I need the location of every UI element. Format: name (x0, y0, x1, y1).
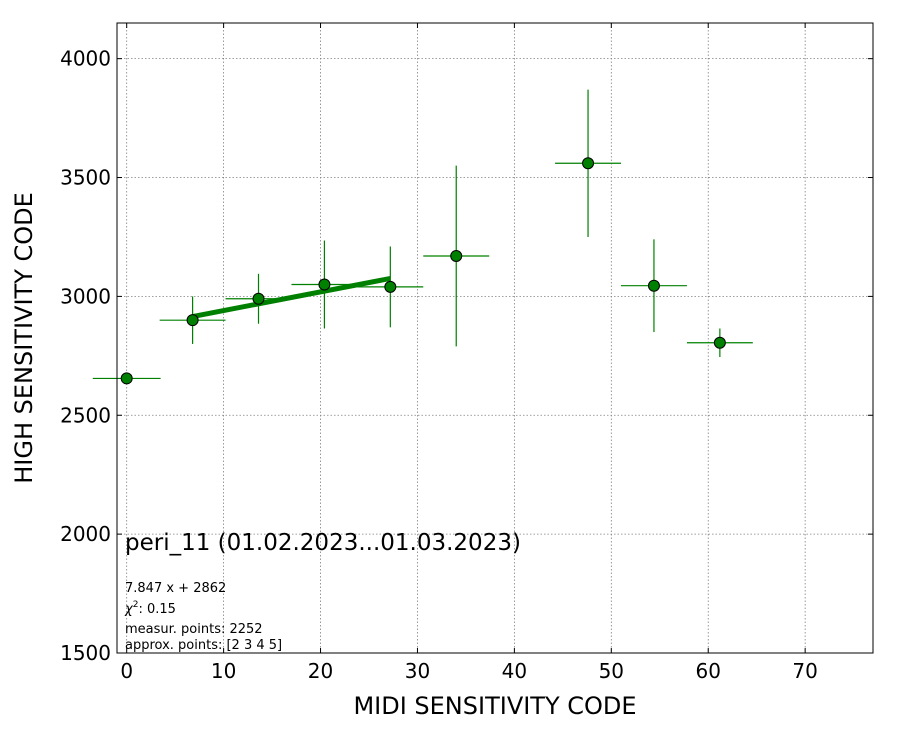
x-tick-label: 10 (211, 659, 236, 683)
point-marker (450, 249, 463, 262)
point-marker (120, 372, 133, 385)
chi2-value: : 0.15 (138, 602, 175, 617)
x-tick-label: 70 (792, 659, 817, 683)
grid (117, 23, 873, 654)
data-points (92, 89, 753, 385)
data-point (159, 296, 226, 344)
annotation-title: peri_11 (01.02.2023...01.03.2023) (125, 530, 521, 556)
data-point (423, 165, 490, 347)
data-point (225, 273, 292, 324)
point-marker (384, 280, 397, 293)
axis-ticks: 0 10 20 30 40 50 60 70 1500 2000 2500 3000 3500 4000 (60, 23, 873, 683)
point-marker (647, 279, 660, 292)
data-point (291, 240, 358, 329)
plot-frame (116, 22, 874, 654)
y-tick-label: 1500 (60, 641, 111, 665)
y-tick-label: 2500 (60, 403, 111, 427)
x-tick-label: 20 (308, 659, 333, 683)
point-marker (713, 336, 726, 349)
y-axis-label: HIGH SENSITIVITY CODE (10, 192, 38, 484)
x-tick-label: 40 (502, 659, 527, 683)
y-tick-label: 2000 (60, 522, 111, 546)
chi2-power: 2 (133, 600, 139, 610)
annotation-chi2: χ2: 0.15 (124, 600, 176, 617)
point-marker (318, 278, 331, 291)
annotation-measur-points: measur. points: 2252 (125, 622, 263, 637)
x-tick-label: 30 (405, 659, 430, 683)
point-marker (252, 292, 265, 305)
x-tick-label: 50 (599, 659, 624, 683)
data-point (621, 239, 687, 333)
x-tick-label: 60 (696, 659, 721, 683)
y-tick-label: 3500 (60, 166, 111, 190)
chi2-symbol: χ (124, 602, 134, 617)
point-marker (582, 157, 595, 170)
x-axis-label: MIDI SENSITIVITY CODE (353, 692, 636, 720)
y-tick-label: 3000 (60, 284, 111, 308)
data-point (686, 328, 753, 358)
point-marker (186, 314, 199, 327)
y-tick-label: 4000 (60, 47, 111, 71)
data-point (357, 246, 424, 328)
x-tick-label: 0 (120, 659, 133, 683)
data-point (92, 372, 161, 385)
data-point (555, 89, 621, 237)
annotation-equation: 7.847 x + 2862 (125, 581, 226, 596)
annotation-approx-points: approx. points: [2 3 4 5] (125, 638, 282, 653)
